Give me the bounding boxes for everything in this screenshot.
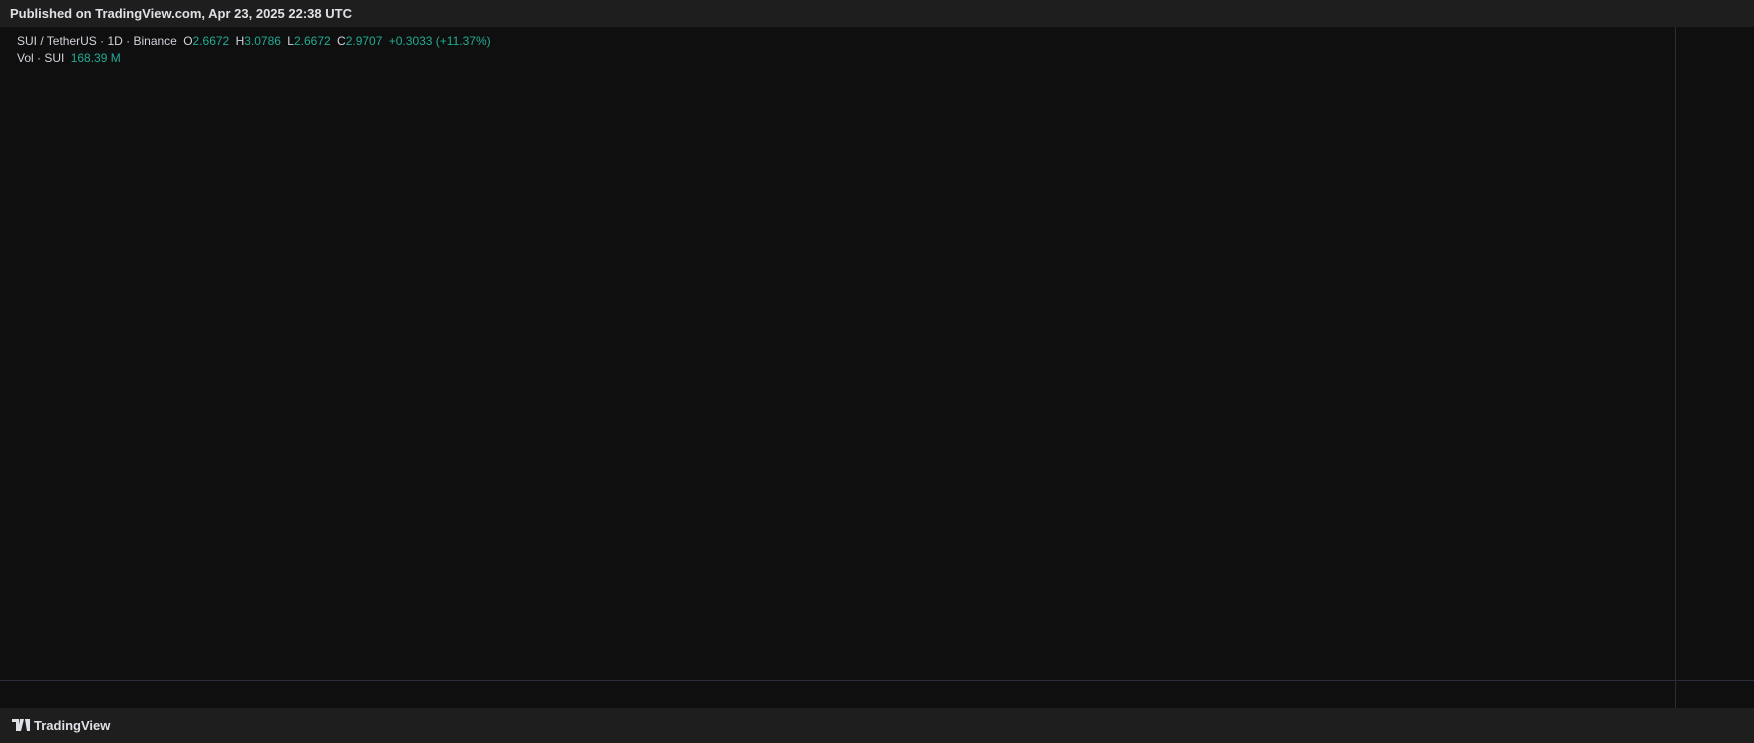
ohlc-letter: C bbox=[337, 34, 346, 48]
low-value: 2.6672 bbox=[293, 34, 331, 48]
ohlc-row: SUI / TetherUS · 1D · Binance O2.6672 H3… bbox=[17, 33, 494, 50]
volume-value: 168.39 M bbox=[70, 51, 121, 65]
change: +0.3033 (+11.37%) bbox=[388, 34, 491, 48]
chart-background bbox=[0, 27, 1754, 708]
symbol: SUI / TetherUS · 1D · Binance bbox=[17, 34, 177, 48]
published-text: Published on TradingView.com, Apr 23, 20… bbox=[10, 6, 352, 21]
legend: SUI / TetherUS · 1D · Binance O2.6672 H3… bbox=[17, 33, 494, 67]
footer: TradingView bbox=[0, 708, 1754, 743]
header: Published on TradingView.com, Apr 23, 20… bbox=[0, 0, 1754, 27]
high-value: 3.0786 bbox=[244, 34, 281, 48]
close-value: 2.9707 bbox=[345, 34, 383, 48]
ohlc-letter: L bbox=[287, 34, 294, 48]
brand: TradingView bbox=[34, 718, 111, 733]
volume-row: Vol · SUI 168.39 M bbox=[17, 50, 494, 67]
volume-title: Vol · SUI bbox=[17, 51, 65, 65]
open-value: 2.6672 bbox=[192, 34, 230, 48]
ohlc-letter: H bbox=[235, 34, 245, 48]
logo bbox=[12, 719, 30, 731]
ohlc-letter: O bbox=[183, 34, 193, 48]
